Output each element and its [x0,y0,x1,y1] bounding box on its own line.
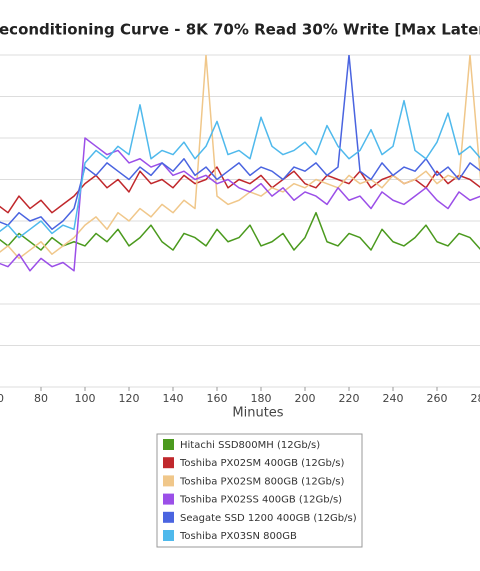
x-tick-label: 180 [251,392,272,405]
x-tick-label: 200 [295,392,316,405]
series-line [0,99,480,239]
x-tick-label: 100 [75,392,96,405]
legend-swatch [163,457,174,469]
x-tick-label: 220 [339,392,360,405]
x-tick-label: 120 [119,392,140,405]
legend-label: Toshiba PX03SN 800GB [179,531,297,542]
legend-swatch [163,493,174,505]
x-tick-label: 80 [34,392,48,405]
legend-label: Seagate SSD 1200 400GB (12Gb/s) [180,513,357,524]
legend-swatch [163,475,174,487]
legend-label: Toshiba PX02SS 400GB (12Gb/s) [179,495,342,506]
x-tick-label: 160 [207,392,228,405]
legend-label: Hitachi SSD800MH (12Gb/s) [180,440,320,451]
legend-label: Toshiba PX02SM 400GB (12Gb/s) [179,458,344,469]
legend-label: Toshiba PX02SM 800GB (12Gb/s) [179,476,344,487]
legend-swatch [163,511,174,523]
x-tick-label: 240 [383,392,404,405]
legend-swatch [163,439,174,450]
x-axis-label: Minutes [232,406,283,421]
x-tick-label: 260 [427,392,448,405]
legend-swatch [163,530,174,541]
x-tick-label: 280 [471,392,480,405]
series-line [0,211,480,251]
legend-box [156,433,363,548]
x-tick-label: 60 [0,392,4,405]
chart-title: econditioning Curve - 8K 70% Read 30% Wr… [0,21,480,39]
x-tick-label: 140 [163,392,184,405]
